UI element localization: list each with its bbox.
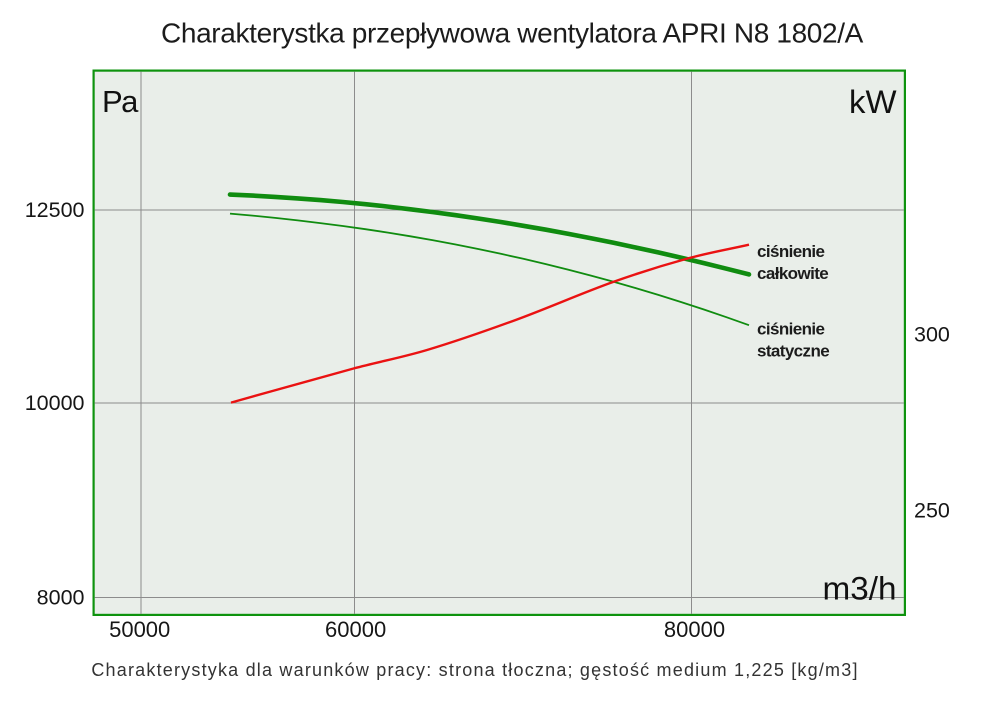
svg-text:ciśnienie: ciśnienie bbox=[757, 242, 825, 261]
svg-text:60000: 60000 bbox=[325, 617, 386, 642]
svg-text:całkowite: całkowite bbox=[757, 264, 828, 283]
svg-text:12500: 12500 bbox=[25, 198, 85, 222]
svg-text:statyczne: statyczne bbox=[757, 342, 829, 361]
svg-text:50000: 50000 bbox=[109, 617, 170, 642]
svg-text:300: 300 bbox=[914, 323, 950, 347]
svg-text:8000: 8000 bbox=[37, 586, 85, 610]
svg-text:kW: kW bbox=[849, 84, 897, 120]
svg-text:Charakterystka przepływowa wen: Charakterystka przepływowa wentylatora A… bbox=[161, 18, 864, 49]
svg-text:m3/h: m3/h bbox=[823, 571, 897, 607]
svg-text:Charakterystyka dla warunków p: Charakterystyka dla warunków pracy: stro… bbox=[91, 660, 858, 680]
svg-text:ciśnienie: ciśnienie bbox=[757, 320, 825, 339]
svg-text:10000: 10000 bbox=[25, 391, 85, 415]
svg-text:Pa: Pa bbox=[102, 84, 139, 119]
svg-text:250: 250 bbox=[914, 499, 950, 523]
svg-text:80000: 80000 bbox=[664, 617, 725, 642]
